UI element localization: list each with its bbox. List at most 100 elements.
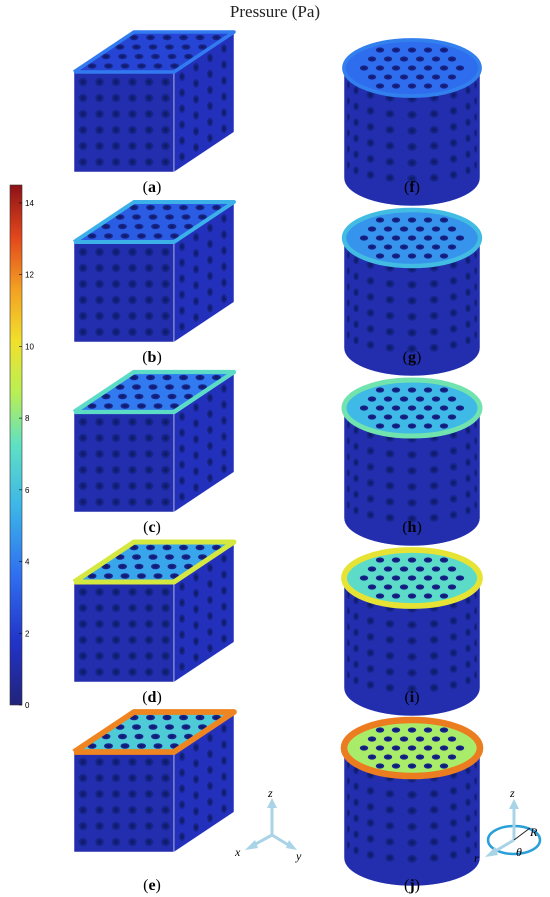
lattice-hole xyxy=(221,44,227,54)
lattice-hole xyxy=(221,108,227,118)
lattice-hole xyxy=(474,128,478,138)
lattice-hole xyxy=(179,598,185,608)
lattice-hole xyxy=(429,635,439,644)
lattice-hole xyxy=(207,53,213,63)
lattice-hole xyxy=(111,497,121,507)
lattice-hole xyxy=(375,727,385,733)
lattice-hole xyxy=(148,384,158,390)
lattice-hole xyxy=(179,274,185,284)
lattice-hole xyxy=(423,727,433,733)
lattice-hole xyxy=(367,74,377,80)
lattice-hole xyxy=(407,83,417,89)
lattice-hole xyxy=(144,497,154,507)
lattice-hole xyxy=(111,773,121,783)
lattice-hole xyxy=(449,106,458,116)
lattice-hole xyxy=(366,340,375,350)
lattice-hole xyxy=(474,776,478,786)
lattice-hole xyxy=(449,834,458,844)
lattice-hole xyxy=(111,125,121,135)
lattice-hole xyxy=(161,295,170,305)
lattice-hole xyxy=(367,244,377,250)
lattice-hole xyxy=(474,80,478,90)
lattice-hole xyxy=(161,497,170,507)
lattice-hole xyxy=(429,651,439,660)
lattice-hole xyxy=(391,217,401,223)
lattice-hole xyxy=(78,141,88,151)
lattice-hole xyxy=(132,554,141,560)
cartesian-axes-icon: z x y xyxy=(234,786,302,863)
lattice-hole xyxy=(366,308,375,318)
lattice-hole xyxy=(212,204,221,211)
lattice-hole xyxy=(193,280,199,290)
lattice-hole xyxy=(399,414,409,420)
lattice-hole xyxy=(221,230,227,240)
lattice-hole xyxy=(78,417,88,427)
lattice-hole xyxy=(353,426,359,435)
lattice-hole xyxy=(447,74,457,80)
lattice-hole xyxy=(439,65,449,71)
panel-label-g: (g) xyxy=(403,349,422,366)
lattice-hole xyxy=(429,141,439,150)
lattice-hole xyxy=(170,403,179,409)
lattice-hole xyxy=(346,468,350,478)
lattice-hole xyxy=(161,635,170,645)
lattice-hole xyxy=(111,93,121,103)
lattice-hole xyxy=(423,83,433,89)
lattice-hole xyxy=(353,644,359,653)
lattice-hole xyxy=(221,246,227,256)
lattice-hole xyxy=(137,573,146,579)
lattice-hole xyxy=(391,253,401,259)
lattice-hole xyxy=(144,789,154,799)
lattice-hole xyxy=(353,660,359,669)
lattice-hole xyxy=(104,63,113,69)
lattice-hole xyxy=(128,635,137,645)
panel-e: (e) xyxy=(72,709,237,894)
lattice-hole xyxy=(407,328,417,337)
lattice-hole xyxy=(193,126,199,136)
lattice-hole xyxy=(115,214,125,220)
lattice-hole xyxy=(207,595,213,605)
lattice-hole xyxy=(179,752,185,762)
lattice-hole xyxy=(221,92,227,102)
lattice-hole xyxy=(375,575,385,581)
lattice-hole xyxy=(95,773,104,783)
lattice-hole xyxy=(207,643,213,653)
lattice-hole xyxy=(447,736,457,742)
lattice-hole xyxy=(415,584,425,590)
lattice-hole xyxy=(128,651,137,661)
lattice-hole xyxy=(111,433,121,443)
lattice-hole xyxy=(353,288,359,297)
lattice-hole xyxy=(212,544,221,551)
lattice-hole xyxy=(385,667,395,676)
lattice-hole xyxy=(391,47,401,53)
lattice-hole xyxy=(148,214,158,220)
lattice-hole xyxy=(111,311,121,321)
lattice-hole xyxy=(431,736,441,742)
lattice-hole xyxy=(366,324,375,334)
lattice-hole xyxy=(148,44,158,50)
lattice-hole xyxy=(129,204,139,211)
lattice-hole xyxy=(455,745,465,751)
lattice-hole xyxy=(353,304,359,313)
lattice-hole xyxy=(474,144,478,154)
lattice-hole xyxy=(179,136,185,146)
lattice-hole xyxy=(95,789,104,799)
lattice-hole xyxy=(144,125,154,135)
lattice-hole xyxy=(429,311,439,320)
lattice-hole xyxy=(132,44,141,50)
lattice-hole xyxy=(353,102,359,111)
lattice-hole xyxy=(429,279,439,288)
lattice-hole xyxy=(455,65,465,71)
lattice-hole xyxy=(439,593,449,599)
lattice-hole xyxy=(407,110,417,120)
lattice-hole xyxy=(474,420,478,430)
lattice-hole xyxy=(198,44,207,50)
lattice-hole xyxy=(95,311,104,321)
lattice-hole xyxy=(151,223,160,230)
box-hot-edge xyxy=(72,709,237,755)
lattice-hole xyxy=(161,449,170,459)
lattice-hole xyxy=(95,433,104,443)
lattice-hole xyxy=(474,654,478,664)
lattice-hole xyxy=(353,506,359,515)
lattice-hole xyxy=(111,327,121,337)
